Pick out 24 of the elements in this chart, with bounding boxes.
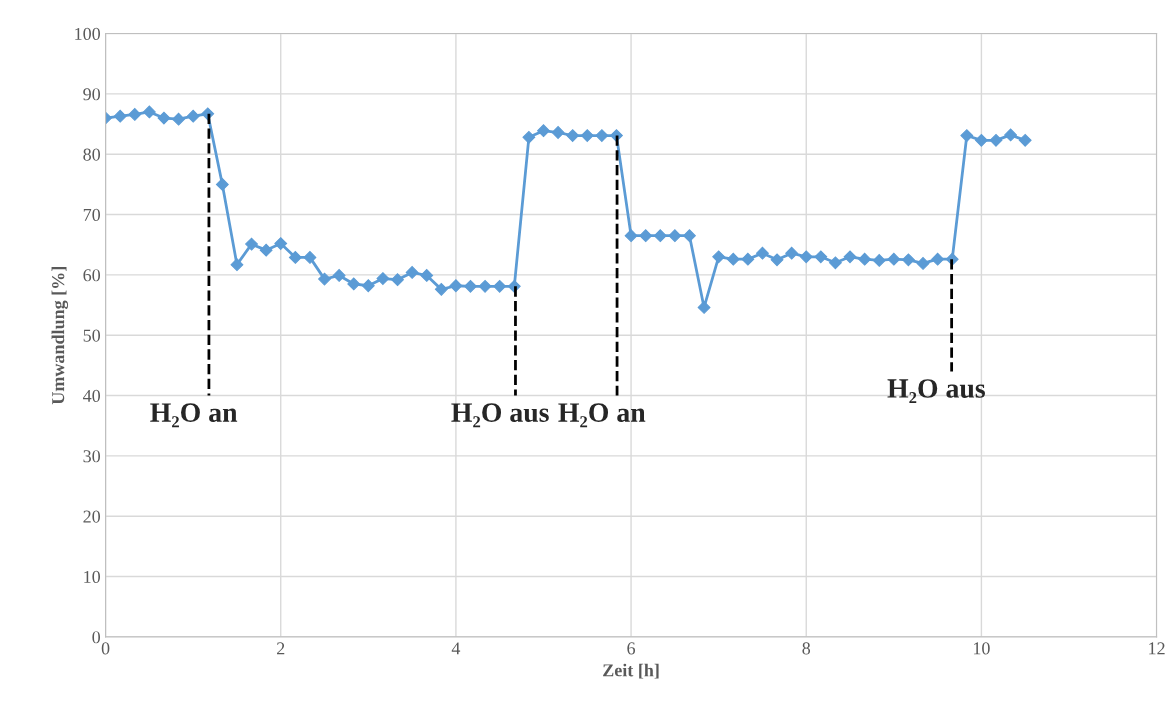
- y-tick-label: 70: [83, 208, 101, 221]
- x-tick-label: 10: [973, 642, 990, 655]
- x-tick-label: 12: [1149, 642, 1165, 655]
- x-tick-label: 6: [627, 642, 636, 655]
- y-tick-label: 60: [83, 269, 101, 282]
- y-tick-label: 0: [92, 631, 101, 644]
- x-tick-label: 8: [802, 642, 811, 655]
- y-tick-label: 80: [83, 148, 101, 161]
- y-tick-label: 20: [83, 510, 101, 523]
- annotation: H₂O aus: [887, 379, 985, 404]
- annotation: H₂O aus: [451, 403, 549, 428]
- annotation: H₂O an: [558, 403, 646, 428]
- y-tick-label: 100: [75, 27, 101, 40]
- y-tick-label: 50: [83, 329, 101, 342]
- y-tick-label: 40: [83, 389, 101, 402]
- y-tick-label: 10: [84, 570, 101, 583]
- y-tick-label: 30: [83, 450, 101, 463]
- x-axis-title: Zeit [h]: [603, 663, 659, 679]
- y-tick-label: 90: [83, 88, 101, 101]
- y-axis-title: Umwandlung [%]: [51, 267, 69, 405]
- x-tick-label: 0: [101, 642, 110, 655]
- annotation: H₂O an: [150, 403, 238, 428]
- x-tick-label: 2: [277, 642, 285, 655]
- x-tick-label: 4: [451, 642, 461, 655]
